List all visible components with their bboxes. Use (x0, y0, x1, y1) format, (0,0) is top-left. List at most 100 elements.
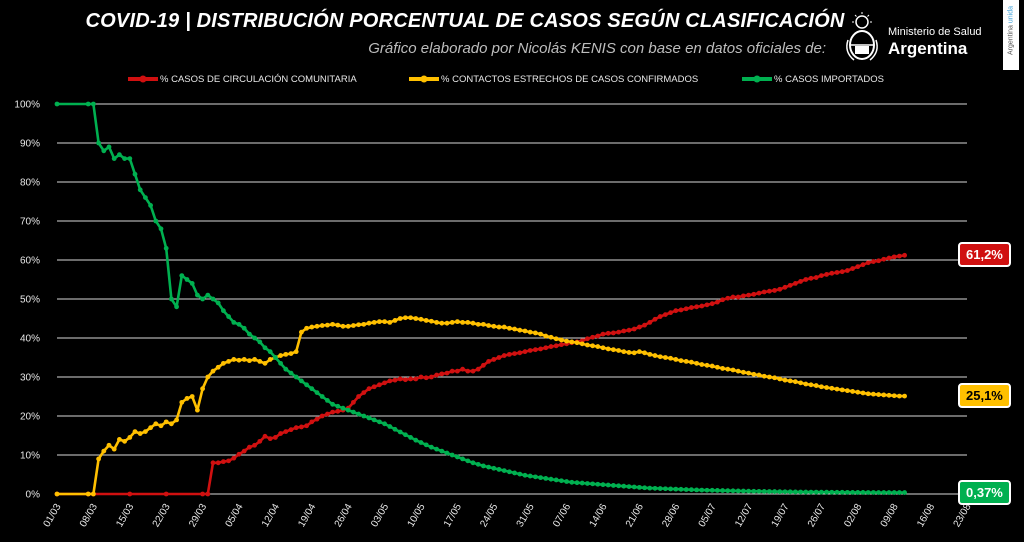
series-2-point (845, 489, 850, 495)
series-2-point (595, 481, 601, 487)
series-1-point (231, 357, 237, 362)
series-1-point (595, 344, 601, 349)
series-1-point (871, 391, 876, 397)
series-0-point (283, 429, 289, 434)
series-2-point (579, 480, 585, 486)
series-2-point (876, 490, 881, 495)
series-0-point (699, 303, 705, 309)
series-1-point (891, 393, 897, 399)
series-2-point (741, 488, 746, 494)
series-1-point (132, 429, 138, 434)
series-2-point (418, 440, 424, 445)
series-0-point (590, 334, 595, 340)
logo-line1: Ministerio de Salud (888, 26, 982, 38)
series-0-point (652, 316, 658, 322)
series-0-point (236, 451, 242, 457)
series-2-point (455, 454, 460, 460)
series-0-point (429, 374, 434, 380)
series-2-point (278, 360, 283, 366)
series-0-point (886, 255, 892, 261)
series-1-point (699, 362, 705, 367)
x-tick-label: 17/05 (442, 502, 464, 530)
y-tick-label: 100% (14, 100, 40, 111)
series-1-point (267, 357, 273, 362)
series-0-point (845, 268, 850, 273)
series-0-point (819, 273, 824, 278)
series-0-point (371, 384, 377, 390)
series-2-point (460, 456, 465, 462)
series-1-point (408, 315, 413, 321)
x-tick-label: 12/07 (733, 502, 755, 530)
legend-label-importados: % CASOS IMPORTADOS (774, 74, 884, 85)
x-tick-label: 12/04 (260, 502, 282, 530)
series-0-point (538, 346, 543, 352)
series-1-point (683, 359, 689, 364)
series-1-point (787, 378, 793, 384)
series-0-point (304, 423, 309, 429)
series-2-point (408, 435, 413, 440)
series-2-point (299, 378, 304, 384)
series-2-point (855, 490, 861, 495)
series-0-point (741, 293, 746, 299)
series-1-point (876, 392, 881, 397)
series-0-point (720, 297, 725, 303)
series-1-point (808, 382, 814, 388)
series-0-point (881, 256, 887, 262)
series-1-point (772, 375, 777, 381)
series-0-point (730, 294, 736, 300)
series-0-point (793, 281, 798, 286)
series-0-point (756, 290, 762, 296)
series-1-point (663, 355, 668, 360)
series-1-point (179, 399, 185, 405)
series-1-point (127, 435, 133, 440)
series-2-point (564, 479, 569, 484)
series-1-point (205, 374, 211, 380)
series-1-point (377, 319, 382, 325)
series-2-point (704, 487, 710, 493)
series-0-point (782, 284, 788, 290)
series-2-point (715, 488, 720, 493)
series-0-point (496, 355, 502, 360)
x-tick-label: 01/03 (42, 502, 64, 530)
series-2-point (720, 488, 725, 493)
series-2-point (637, 484, 642, 490)
series-2-point (652, 485, 658, 491)
series-1-point (221, 360, 226, 366)
series-1-point (314, 323, 320, 329)
series-0-point (585, 336, 590, 342)
series-line-0 (57, 254, 905, 496)
series-2-point (91, 101, 96, 107)
series-0-point (335, 408, 341, 414)
series-0-point (767, 288, 772, 294)
series-1-point (579, 341, 585, 347)
end-label-1: 25,1% (958, 383, 1011, 409)
series-1-point (496, 324, 502, 330)
series-2-point (148, 203, 154, 208)
series-2-point (127, 156, 133, 162)
series-2-point (585, 481, 590, 486)
series-0-point (683, 306, 689, 312)
y-tick-label: 40% (20, 334, 40, 345)
series-line-1 (57, 316, 905, 496)
series-1-point (507, 325, 512, 331)
series-2-point (891, 490, 897, 495)
series-1-point (184, 396, 190, 401)
series-0-point (855, 264, 861, 270)
series-0-point (897, 253, 902, 259)
series-2-point (590, 481, 595, 487)
series-1-point (819, 384, 824, 390)
series-1-point (413, 316, 419, 321)
series-2-point (189, 281, 195, 286)
series-2-point (548, 476, 554, 482)
series-2-point (813, 489, 819, 495)
series-1-point (465, 320, 471, 325)
series-2-point (434, 446, 439, 452)
series-0-point (803, 277, 809, 282)
series-2-point (465, 458, 471, 464)
series-2-point (611, 483, 616, 488)
series-0-point (709, 301, 715, 307)
series-1-point (403, 315, 408, 321)
series-2-point (470, 460, 476, 466)
series-1-point (429, 318, 434, 324)
series-2-point (267, 349, 273, 355)
